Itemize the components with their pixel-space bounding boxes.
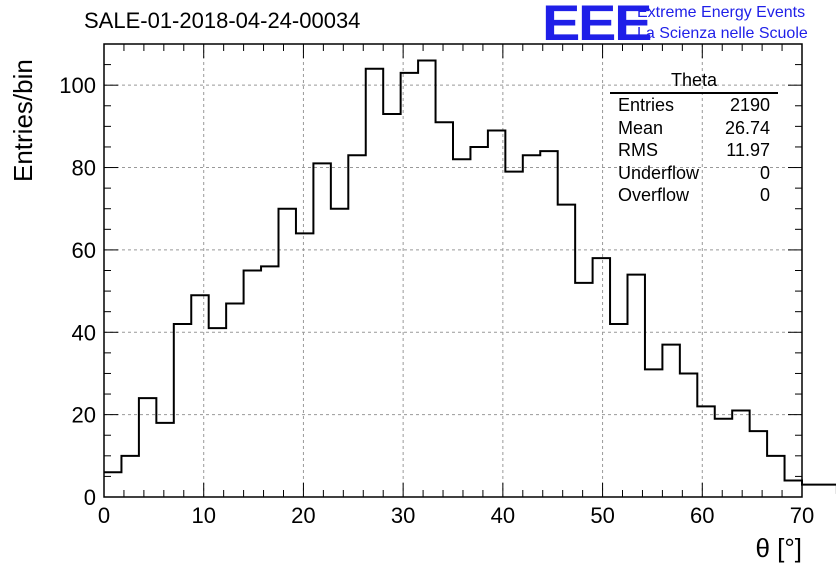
stats-value: 11.97: [726, 140, 770, 160]
x-tick-label: 0: [98, 503, 110, 528]
logo-caption: Extreme Energy Events La Scienza nelle S…: [637, 2, 808, 44]
x-tick-label: 30: [391, 503, 415, 528]
x-tick-label: 50: [590, 503, 614, 528]
y-axis-label: Entries/bin: [8, 59, 38, 182]
x-tick-label: 60: [690, 503, 714, 528]
logo-caption-line2: La Scienza nelle Scuole: [637, 25, 808, 42]
x-tick-label: 40: [491, 503, 515, 528]
stats-row: Mean 26.74: [610, 117, 778, 140]
x-tick-label: 20: [291, 503, 315, 528]
stats-row: Underflow 0: [610, 162, 778, 185]
tick-labels: 0 10 20 30 40 50 60 70 0 20 40 60 80 100: [59, 73, 814, 528]
y-tick-label: 100: [59, 73, 96, 98]
stats-value: 0: [759, 162, 770, 183]
stats-label: Mean: [618, 117, 664, 138]
y-tick-label: 20: [72, 403, 96, 428]
stats-label: Entries: [618, 95, 675, 115]
stats-row: Overflow 0: [610, 184, 778, 207]
stats-label: Overflow: [618, 185, 690, 205]
eee-logo: EEE: [542, 0, 652, 51]
stats-value: 0: [759, 185, 770, 205]
stats-label: RMS: [618, 140, 658, 160]
y-tick-label: 40: [72, 320, 96, 345]
grid-lines: [104, 44, 802, 497]
stats-title: Theta: [610, 70, 778, 94]
logo-caption-line1: Extreme Energy Events: [637, 4, 806, 21]
stats-value: 2190: [729, 95, 770, 115]
plot-frame: [103, 43, 803, 498]
stats-row: RMS 11.97: [610, 139, 778, 162]
stats-row: Entries 2190: [610, 94, 778, 117]
histogram-line: [104, 59, 836, 494]
stats-label: Underflow: [618, 162, 700, 183]
chart-title: SALE-01-2018-04-24-00034: [84, 8, 361, 33]
x-tick-label: 70: [790, 503, 814, 528]
y-tick-label: 80: [72, 156, 96, 181]
x-tick-label: 10: [191, 503, 215, 528]
stats-value: 26.74: [724, 117, 770, 138]
stats-box: Theta Entries 2190 Mean 26.74 RMS 11.97 …: [610, 70, 778, 207]
y-tick-label: 0: [84, 485, 96, 510]
y-tick-label: 60: [72, 238, 96, 263]
x-axis-label: θ [°]: [755, 533, 802, 563]
